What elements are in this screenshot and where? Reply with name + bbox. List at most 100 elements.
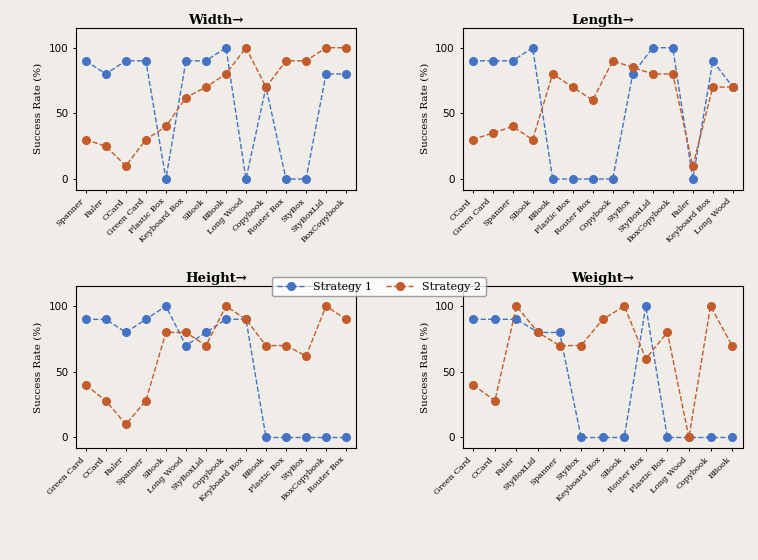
Strategy 1 xyxy=(648,44,657,51)
Strategy 1 xyxy=(161,303,171,310)
Strategy 2 xyxy=(508,123,517,130)
Strategy 2 xyxy=(161,329,171,336)
Strategy 1 xyxy=(141,316,150,323)
Strategy 2 xyxy=(262,342,271,349)
Strategy 1 xyxy=(468,58,477,64)
Strategy 1 xyxy=(342,434,351,441)
Strategy 1 xyxy=(302,434,311,441)
Strategy 1 xyxy=(321,434,330,441)
Line: Strategy 2: Strategy 2 xyxy=(82,302,350,428)
Strategy 2 xyxy=(141,136,150,143)
Strategy 2 xyxy=(688,162,697,169)
Strategy 2 xyxy=(102,143,111,150)
Strategy 2 xyxy=(181,329,190,336)
Strategy 1 xyxy=(662,434,672,441)
Strategy 1 xyxy=(181,342,190,349)
Line: Strategy 1: Strategy 1 xyxy=(468,44,737,183)
Strategy 2 xyxy=(202,84,211,91)
Strategy 2 xyxy=(241,44,250,51)
Strategy 1 xyxy=(102,71,111,77)
Strategy 1 xyxy=(728,434,737,441)
Strategy 2 xyxy=(641,356,650,362)
Strategy 2 xyxy=(468,136,477,143)
Strategy 2 xyxy=(528,136,537,143)
Strategy 1 xyxy=(181,58,190,64)
Strategy 1 xyxy=(161,176,171,183)
Strategy 2 xyxy=(302,58,311,64)
Strategy 2 xyxy=(81,136,90,143)
Strategy 2 xyxy=(534,329,543,336)
Title: Height→: Height→ xyxy=(185,272,247,285)
Title: Width→: Width→ xyxy=(188,14,243,27)
Strategy 2 xyxy=(728,84,738,91)
Strategy 2 xyxy=(121,162,130,169)
Strategy 1 xyxy=(321,71,330,77)
Strategy 1 xyxy=(534,329,543,336)
Strategy 2 xyxy=(342,44,351,51)
Strategy 1 xyxy=(202,58,211,64)
Strategy 1 xyxy=(512,316,521,323)
Strategy 1 xyxy=(728,84,738,91)
Strategy 1 xyxy=(241,316,250,323)
Line: Strategy 2: Strategy 2 xyxy=(468,57,737,170)
Strategy 1 xyxy=(468,316,478,323)
Strategy 2 xyxy=(568,84,578,91)
Strategy 2 xyxy=(281,342,290,349)
Strategy 1 xyxy=(688,176,697,183)
Strategy 2 xyxy=(302,353,311,360)
Title: Weight→: Weight→ xyxy=(572,272,634,285)
Strategy 2 xyxy=(141,398,150,404)
Y-axis label: Success Rate (%): Success Rate (%) xyxy=(34,63,43,155)
Strategy 2 xyxy=(588,97,597,104)
Strategy 2 xyxy=(181,94,190,101)
Strategy 2 xyxy=(706,303,715,310)
Strategy 1 xyxy=(684,434,694,441)
Strategy 1 xyxy=(577,434,586,441)
Strategy 2 xyxy=(342,316,351,323)
Line: Strategy 1: Strategy 1 xyxy=(82,44,350,183)
Strategy 1 xyxy=(508,58,517,64)
Strategy 2 xyxy=(468,381,478,388)
Line: Strategy 2: Strategy 2 xyxy=(469,302,736,441)
Line: Strategy 2: Strategy 2 xyxy=(82,44,350,170)
Strategy 2 xyxy=(669,71,678,77)
Y-axis label: Success Rate (%): Success Rate (%) xyxy=(34,321,43,413)
Strategy 2 xyxy=(121,421,130,428)
Strategy 2 xyxy=(321,44,330,51)
Strategy 2 xyxy=(628,64,637,71)
Strategy 1 xyxy=(121,58,130,64)
Strategy 1 xyxy=(121,329,130,336)
Strategy 1 xyxy=(568,176,578,183)
Y-axis label: Success Rate (%): Success Rate (%) xyxy=(421,321,430,413)
Strategy 1 xyxy=(241,176,250,183)
Strategy 2 xyxy=(608,58,617,64)
Y-axis label: Success Rate (%): Success Rate (%) xyxy=(421,63,430,155)
Strategy 1 xyxy=(221,44,230,51)
Strategy 2 xyxy=(662,329,672,336)
Strategy 2 xyxy=(708,84,717,91)
Strategy 2 xyxy=(684,434,694,441)
Strategy 1 xyxy=(555,329,564,336)
Strategy 1 xyxy=(490,316,500,323)
Strategy 1 xyxy=(588,176,597,183)
Strategy 1 xyxy=(669,44,678,51)
Strategy 2 xyxy=(548,71,557,77)
Strategy 2 xyxy=(512,303,521,310)
Strategy 2 xyxy=(555,342,564,349)
Strategy 1 xyxy=(598,434,607,441)
Strategy 2 xyxy=(488,130,497,137)
Line: Strategy 1: Strategy 1 xyxy=(82,302,350,441)
Strategy 2 xyxy=(202,342,211,349)
Strategy 2 xyxy=(490,398,500,404)
Strategy 1 xyxy=(281,434,290,441)
Title: Length→: Length→ xyxy=(572,14,634,27)
Strategy 2 xyxy=(241,316,250,323)
Strategy 2 xyxy=(81,381,90,388)
Strategy 2 xyxy=(577,342,586,349)
Strategy 1 xyxy=(620,434,629,441)
Strategy 1 xyxy=(641,303,650,310)
Strategy 1 xyxy=(706,434,715,441)
Strategy 1 xyxy=(81,58,90,64)
Strategy 2 xyxy=(161,123,171,130)
Strategy 1 xyxy=(488,58,497,64)
